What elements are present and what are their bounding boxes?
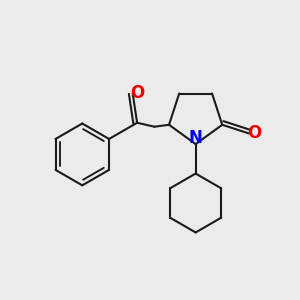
- Text: O: O: [248, 124, 262, 142]
- Text: N: N: [189, 129, 202, 147]
- Text: O: O: [130, 84, 144, 102]
